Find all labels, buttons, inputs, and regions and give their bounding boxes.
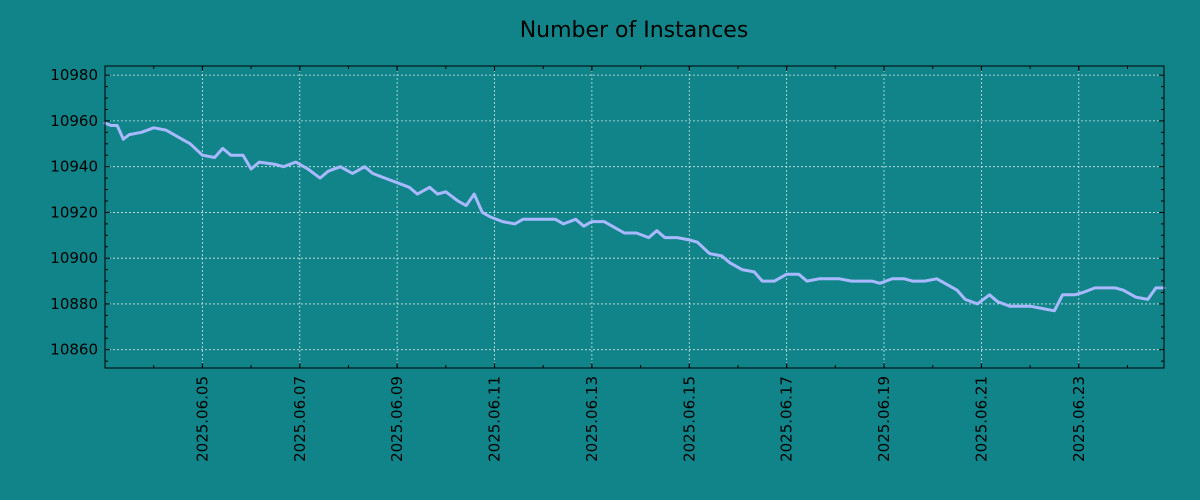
x-tick-label: 2025.06.19: [875, 376, 893, 462]
x-tick-label: 2025.06.23: [1070, 376, 1088, 462]
x-tick-label: 2025.06.13: [583, 376, 601, 462]
x-tick-label: 2025.06.09: [388, 376, 406, 462]
x-tick-label: 2025.06.17: [778, 376, 796, 462]
y-tick-label: 10960: [50, 112, 98, 130]
chart-title: Number of Instances: [520, 18, 749, 43]
x-tick-label: 2025.06.11: [486, 376, 504, 462]
x-tick-label: 2025.06.21: [972, 376, 990, 462]
grid: [105, 66, 1164, 368]
plot-frame: [104, 65, 1165, 369]
y-tick-label: 10980: [50, 66, 98, 84]
series-line: [103, 121, 1166, 313]
x-tick-label: 2025.06.07: [291, 376, 309, 462]
x-tick-label: 2025.06.15: [680, 376, 698, 462]
y-tick-label: 10880: [50, 295, 98, 313]
y-tick-label: 10900: [50, 249, 98, 267]
y-tick-label: 10860: [50, 341, 98, 359]
y-tick-label: 10940: [50, 158, 98, 176]
axis-ticks: 10860 10880 10900 10920 10940 10960 10980 2025.…: [50, 66, 1164, 462]
y-tick-label: 10920: [50, 203, 98, 221]
x-tick-label: 2025.06.05: [193, 376, 211, 462]
series-layer: [103, 121, 1166, 313]
